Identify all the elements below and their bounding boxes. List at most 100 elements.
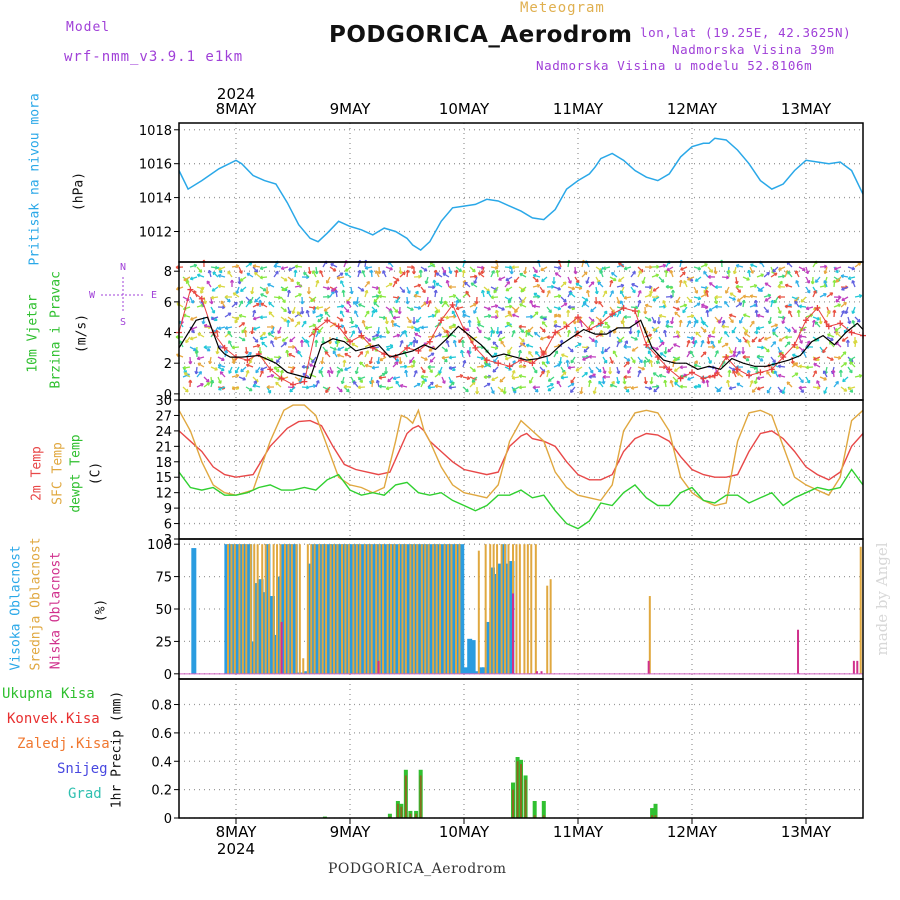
wind-barb (574, 276, 580, 284)
wind-barb (406, 269, 409, 278)
wind-barb-head (333, 267, 337, 272)
wind-barb-head (784, 336, 788, 340)
wind-barb-head (844, 388, 848, 392)
wind-barb (315, 314, 323, 318)
wind-barb (695, 276, 702, 282)
wind-barb-head (566, 309, 569, 313)
wind-barb (733, 266, 737, 274)
wind-barb (505, 276, 513, 282)
wind-barb-head (564, 298, 567, 302)
wind-barb-head (853, 339, 857, 343)
wind-barb-head (834, 268, 838, 271)
wind-barb (197, 356, 205, 360)
wind-barb-head (302, 373, 305, 377)
wind-barb (287, 290, 290, 298)
wind-barb (823, 386, 828, 394)
wind-barb (729, 292, 737, 298)
wind-barb-head (650, 381, 654, 385)
wind-barb (586, 276, 590, 284)
wind-barb-head (708, 282, 712, 286)
wind-barb-head (176, 303, 179, 307)
cloud-high-bar (509, 561, 515, 674)
wind-barb (728, 316, 734, 323)
wind-barb-head (375, 294, 380, 297)
wind-barb-head (362, 335, 366, 339)
cloud-high-bar (368, 544, 374, 674)
wind-barb (841, 336, 849, 342)
wind-barb (707, 266, 714, 273)
wind-barb (297, 350, 303, 358)
wind-barb-head (377, 331, 381, 335)
wind-barb-head (326, 370, 329, 374)
wind-barb-head (623, 387, 628, 390)
wind-barb-head (663, 329, 666, 334)
wind-barb (629, 326, 632, 335)
wind-barb (427, 381, 434, 388)
wind-barb (324, 351, 331, 358)
wind-barb-head (586, 281, 590, 285)
wind-barb (602, 356, 608, 364)
wind-barb-head (558, 306, 562, 310)
wind-barb (211, 316, 219, 320)
wind-barb-head (197, 358, 201, 361)
wind-barb (266, 356, 274, 362)
wind-barb-head (721, 319, 725, 323)
wind-barb (378, 316, 387, 319)
wind-barb (709, 282, 716, 288)
wind-barb-head (590, 310, 594, 313)
wind-unit: (m/s) (74, 313, 90, 354)
wind-barb-head (817, 385, 821, 389)
wind-barb (693, 340, 697, 348)
cloud-mid-bar (268, 544, 271, 674)
wind-barb-head (411, 359, 415, 363)
wind-barb (246, 363, 254, 368)
wind-barb-head (312, 384, 317, 387)
wind-barb-head (308, 291, 311, 295)
wind-barb-head (356, 301, 360, 305)
wind-barb-head (519, 342, 523, 346)
wind-barb-head (582, 300, 586, 303)
wind-barb (560, 339, 563, 348)
wind-barb (743, 313, 751, 318)
wind-barb-head (741, 299, 745, 303)
wind-barb (420, 286, 426, 293)
wind-barb-head (798, 305, 802, 309)
wind-barb (240, 286, 247, 292)
wind-barb-head (209, 361, 213, 365)
wind-barb (786, 261, 793, 268)
wind-barb-head (495, 345, 499, 349)
wind-barb (344, 266, 352, 272)
wind-barb-head (517, 349, 521, 353)
wind-barb-head (726, 269, 730, 273)
wind-barb-head (347, 309, 350, 313)
cloud-mid-bar (530, 544, 533, 674)
wind-barb-head (466, 350, 469, 354)
wind-barb-head (217, 364, 221, 368)
wind-barb-head (305, 340, 308, 344)
wind-barb (203, 296, 207, 304)
wind-barb (441, 356, 450, 359)
wind-barb (637, 370, 641, 378)
cloud-high-bar (440, 544, 446, 674)
x-tick-label-bottom: 8MAY (216, 823, 258, 841)
wind-barb (798, 305, 807, 308)
wind-barb (354, 310, 359, 318)
wind-barb-head (472, 380, 476, 383)
wind-barb-head (522, 364, 527, 367)
wind-barb (505, 286, 513, 292)
wind-barb (833, 356, 842, 359)
wind-barb (602, 376, 605, 385)
wind-barb-head (733, 297, 736, 301)
wind-barb-head (256, 339, 259, 343)
wind-barb (650, 360, 653, 368)
wind-barb-head (474, 274, 478, 277)
model-elevation-text: Nadmorska Visina u modelu 52.8106m (536, 58, 813, 73)
wind-barb (532, 311, 539, 318)
wind-barb-head (777, 286, 781, 289)
wind-barb (393, 376, 401, 380)
wind-barb (777, 386, 783, 393)
wind-barb (806, 306, 814, 310)
wind-barb (707, 335, 716, 338)
wind-barb (260, 366, 268, 371)
wind-barb (618, 276, 625, 282)
